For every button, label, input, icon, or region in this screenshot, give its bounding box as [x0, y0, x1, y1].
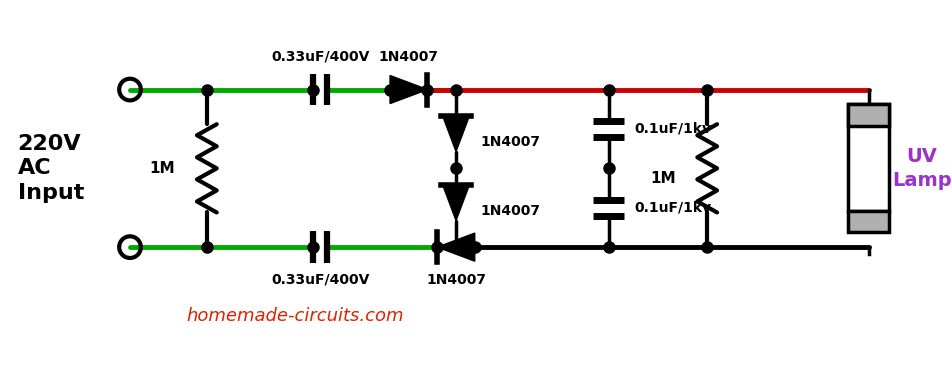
Text: 1N4007: 1N4007 — [378, 50, 438, 64]
Polygon shape — [443, 185, 468, 220]
Bar — [847, 104, 888, 126]
Text: 1N4007: 1N4007 — [426, 273, 486, 287]
Polygon shape — [443, 116, 468, 152]
Text: 0.1uF/1kv: 0.1uF/1kv — [634, 201, 710, 215]
Text: 1M: 1M — [149, 161, 175, 176]
Bar — [847, 104, 888, 211]
Text: homemade-circuits.com: homemade-circuits.com — [187, 307, 404, 325]
Text: 0.1uF/1kv: 0.1uF/1kv — [634, 122, 710, 136]
Text: UV
Lamp: UV Lamp — [891, 147, 951, 189]
Polygon shape — [437, 233, 474, 261]
Text: 1N4007: 1N4007 — [480, 204, 540, 218]
Text: 220V
AC
Input: 220V AC Input — [18, 134, 84, 203]
Text: 1M: 1M — [649, 171, 675, 186]
Text: 1N4007: 1N4007 — [480, 135, 540, 149]
Text: 0.33uF/400V: 0.33uF/400V — [270, 50, 369, 64]
Bar — [847, 211, 888, 232]
Polygon shape — [389, 76, 427, 104]
Text: 0.33uF/400V: 0.33uF/400V — [270, 273, 369, 287]
